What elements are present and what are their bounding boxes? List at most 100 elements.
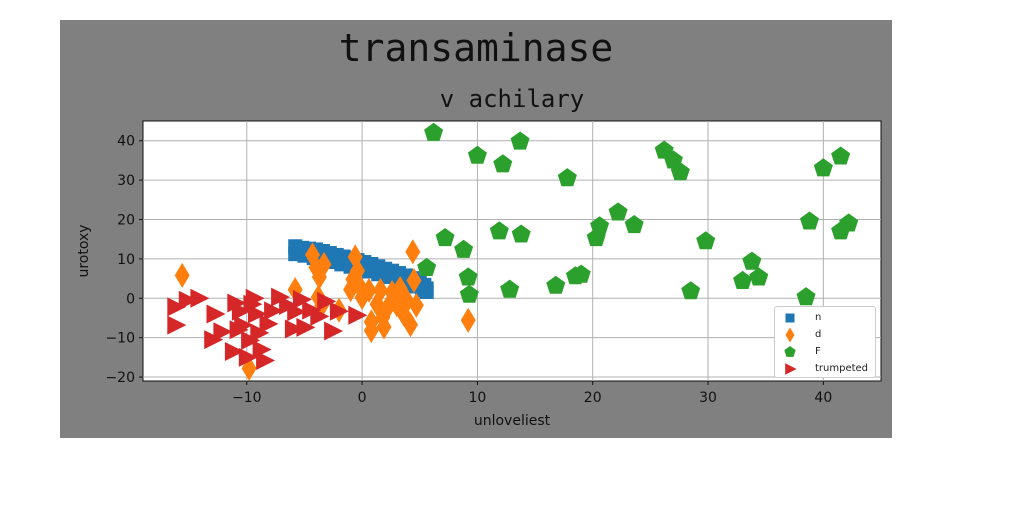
data-point-F bbox=[458, 267, 478, 286]
data-point-trumpeted bbox=[296, 317, 316, 337]
y-tick-label: −10 bbox=[105, 331, 135, 347]
data-point-F bbox=[467, 145, 487, 164]
data-point-trumpeted bbox=[317, 291, 337, 311]
legend-marker-icon bbox=[785, 313, 795, 322]
data-point-F bbox=[800, 211, 819, 230]
data-point-F bbox=[500, 279, 520, 298]
y-tick-label: 10 bbox=[117, 252, 135, 268]
legend-item-n: n bbox=[783, 309, 875, 326]
series-F bbox=[417, 122, 859, 306]
y-tick-label: 40 bbox=[117, 134, 135, 150]
legend-marker-shape bbox=[784, 345, 796, 357]
data-point-trumpeted bbox=[245, 288, 265, 308]
data-point-trumpeted bbox=[256, 351, 276, 370]
data-point-trumpeted bbox=[264, 301, 284, 321]
x-tick-label: 20 bbox=[584, 390, 602, 406]
data-point-F bbox=[831, 146, 851, 165]
data-point-F bbox=[624, 215, 644, 234]
data-point-d bbox=[316, 251, 332, 277]
data-point-d bbox=[408, 292, 424, 318]
data-point-F bbox=[435, 228, 455, 247]
data-point-n bbox=[415, 283, 430, 298]
data-point-F bbox=[670, 162, 690, 181]
data-point-F bbox=[454, 239, 474, 258]
data-point-trumpeted bbox=[178, 290, 198, 310]
data-point-trumpeted bbox=[213, 322, 233, 342]
data-point-F bbox=[733, 270, 753, 289]
figure-title: transaminase bbox=[338, 26, 614, 70]
data-point-F bbox=[511, 224, 531, 243]
data-point-trumpeted bbox=[287, 302, 307, 322]
data-point-F bbox=[417, 257, 437, 276]
data-point-trumpeted bbox=[329, 301, 349, 321]
data-point-d bbox=[363, 318, 379, 344]
data-point-F bbox=[681, 281, 701, 300]
legend-marker-shape bbox=[785, 362, 797, 375]
x-axis-label: unloveliest bbox=[474, 413, 551, 429]
data-point-trumpeted bbox=[206, 304, 226, 324]
data-point-d bbox=[406, 268, 422, 293]
data-point-d bbox=[361, 277, 377, 303]
legend-marker-icon bbox=[784, 345, 796, 357]
data-point-trumpeted bbox=[310, 306, 330, 326]
data-point-trumpeted bbox=[190, 288, 210, 308]
data-point-F bbox=[749, 267, 769, 286]
legend-item-d: d bbox=[783, 326, 875, 343]
data-point-trumpeted bbox=[231, 301, 251, 321]
x-tick-label: 0 bbox=[358, 390, 367, 406]
legend-marker-shape bbox=[785, 313, 795, 322]
data-point-trumpeted bbox=[238, 347, 258, 367]
x-tick-label: 30 bbox=[699, 390, 717, 406]
legend-marker-icon bbox=[785, 362, 797, 375]
data-point-F bbox=[557, 168, 577, 187]
legend-label: F bbox=[815, 346, 821, 357]
data-point-trumpeted bbox=[167, 297, 187, 317]
data-point-F bbox=[424, 122, 444, 141]
legend-label: trumpeted bbox=[815, 363, 869, 374]
x-tick-label: 10 bbox=[468, 390, 486, 406]
data-point-trumpeted bbox=[293, 290, 312, 309]
y-tick-label: 30 bbox=[117, 173, 135, 189]
y-axis-label: urotoxy bbox=[76, 224, 92, 277]
data-point-F bbox=[696, 231, 716, 250]
y-tick-label: 20 bbox=[117, 212, 135, 228]
data-point-trumpeted bbox=[224, 342, 244, 361]
data-point-trumpeted bbox=[324, 321, 344, 341]
data-point-F bbox=[510, 131, 530, 150]
x-tick-label: 40 bbox=[814, 390, 832, 406]
data-point-trumpeted bbox=[248, 304, 267, 324]
data-point-F bbox=[796, 287, 816, 306]
series-d bbox=[174, 239, 476, 381]
y-tick-label: −20 bbox=[105, 370, 135, 386]
data-point-d bbox=[174, 262, 190, 288]
data-point-F bbox=[608, 202, 628, 221]
data-point-F bbox=[839, 213, 859, 232]
data-point-d bbox=[405, 239, 421, 265]
legend-item-F: F bbox=[783, 343, 875, 360]
data-point-F bbox=[571, 264, 591, 283]
data-point-F bbox=[742, 251, 762, 270]
data-point-d bbox=[373, 277, 388, 303]
axis-ticks: −10 0 10 20 30 40 −20 −10 0 10 20 30 40 bbox=[105, 134, 832, 406]
data-point-trumpeted bbox=[348, 305, 368, 325]
data-point-F bbox=[813, 158, 833, 177]
x-tick-label: −10 bbox=[232, 390, 262, 406]
data-point-d bbox=[403, 312, 418, 338]
data-point-d bbox=[376, 314, 392, 340]
legend-label: d bbox=[815, 329, 822, 340]
data-point-F bbox=[459, 284, 479, 303]
data-point-trumpeted bbox=[234, 315, 254, 335]
y-tick-label: 0 bbox=[126, 291, 135, 307]
data-point-F bbox=[590, 216, 610, 235]
data-point-trumpeted bbox=[284, 319, 304, 339]
legend-marker-shape bbox=[785, 327, 795, 342]
data-point-d bbox=[460, 307, 476, 333]
data-point-F bbox=[546, 275, 566, 294]
data-point-F bbox=[493, 154, 513, 173]
legend-item-trumpeted: trumpeted bbox=[783, 360, 875, 377]
data-series bbox=[167, 122, 859, 381]
series-trumpeted bbox=[167, 287, 368, 370]
plot-title: v achilary bbox=[439, 85, 585, 113]
